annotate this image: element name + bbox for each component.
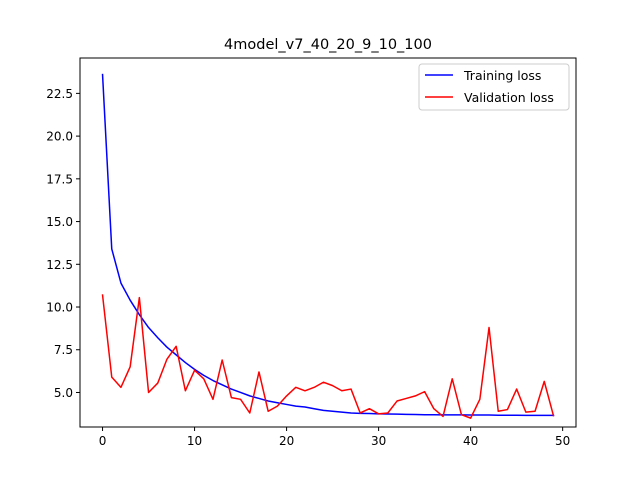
ticks-layer: 0 10 20 30 40 50 5.0 7.5 10.0 12.5 15.0 17.5 20.0 22.… <box>46 87 570 448</box>
x-tick-label: 0 <box>99 434 107 448</box>
x-tick-label: 20 <box>279 434 294 448</box>
y-tick-label: 17.5 <box>46 172 73 186</box>
plot-area-frame <box>79 57 577 428</box>
y-tick-label: 15.0 <box>46 215 73 229</box>
y-tick-label: 20.0 <box>46 130 73 144</box>
y-tick-label: 5.0 <box>54 386 73 400</box>
legend-label-validation-loss: Validation loss <box>464 90 554 105</box>
chart-title: 4model_v7_40_20_9_10_100 <box>224 37 432 53</box>
series-layer <box>101 73 555 419</box>
legend: Training loss Validation loss <box>418 63 570 111</box>
y-tick-label: 22.5 <box>46 87 73 101</box>
x-tick-label: 40 <box>463 434 478 448</box>
series-line-validation-loss <box>101 294 555 419</box>
x-tick-label: 30 <box>371 434 386 448</box>
y-tick-label: 7.5 <box>54 343 73 357</box>
legend-label-training-loss: Training loss <box>463 68 541 83</box>
legend-box <box>418 63 570 111</box>
y-tick-label: 12.5 <box>46 258 73 272</box>
x-tick-label: 10 <box>187 434 202 448</box>
y-tick-label: 10.0 <box>46 301 73 315</box>
x-tick-label: 50 <box>555 434 570 448</box>
